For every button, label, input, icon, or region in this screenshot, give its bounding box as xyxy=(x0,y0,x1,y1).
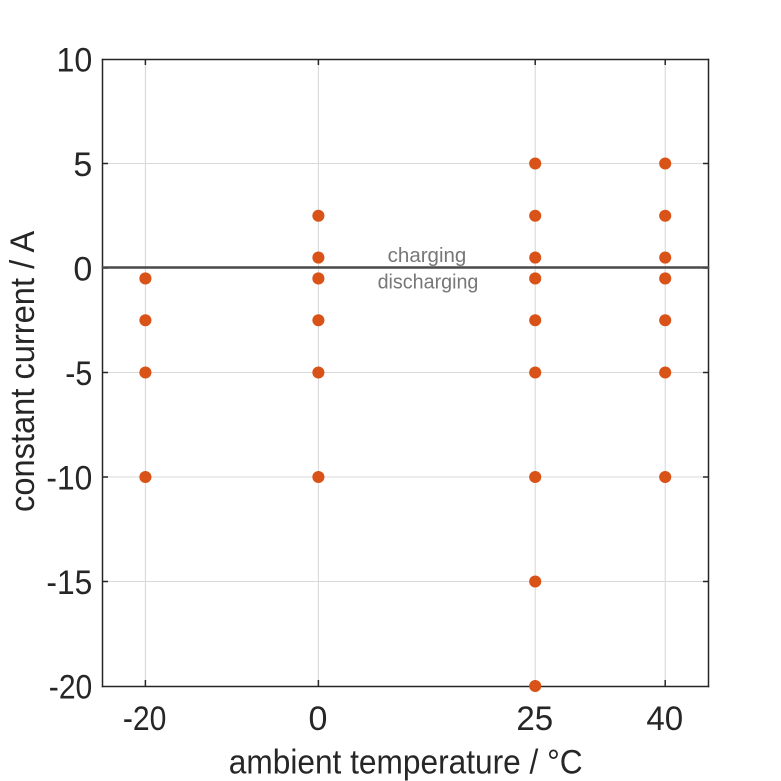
svg-text:40: 40 xyxy=(646,700,683,738)
svg-text:-10: -10 xyxy=(46,459,92,497)
svg-text:-5: -5 xyxy=(65,355,92,393)
svg-text:constant current / A: constant current / A xyxy=(4,230,42,512)
svg-text:25: 25 xyxy=(516,700,553,738)
svg-text:10: 10 xyxy=(57,41,93,79)
svg-text:discharging: discharging xyxy=(378,270,479,293)
svg-text:-20: -20 xyxy=(123,700,167,738)
svg-text:0: 0 xyxy=(73,250,92,288)
svg-text:-20: -20 xyxy=(49,668,93,706)
svg-text:0: 0 xyxy=(309,700,328,738)
svg-text:charging: charging xyxy=(388,244,467,267)
svg-text:5: 5 xyxy=(73,146,92,184)
svg-text:-15: -15 xyxy=(46,564,92,602)
svg-text:ambient temperature / °C: ambient temperature / °C xyxy=(229,744,583,781)
